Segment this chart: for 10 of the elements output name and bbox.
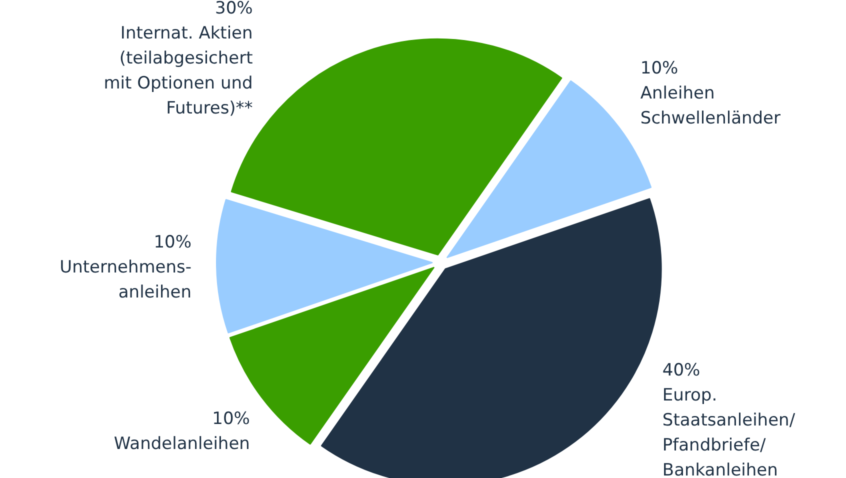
slice-label: Unternehmens- anleihen bbox=[60, 257, 192, 302]
data-label: 40% bbox=[662, 360, 700, 380]
slice-label: Anleihen Schwellenländer bbox=[640, 84, 781, 129]
slice-label: Internat. Aktien (teilabgesichert mit Optionen und Futures)** bbox=[104, 24, 254, 119]
slice-label: Europ. Staatsanleihen/ Pfandbriefe/ Bankanleihen bbox=[662, 385, 796, 478]
data-label: 30% bbox=[215, 0, 253, 19]
data-label: 10% bbox=[212, 408, 250, 429]
slice-label: Wandelanleihen bbox=[114, 434, 250, 454]
data-label: 10% bbox=[154, 232, 192, 252]
data-label: 10% bbox=[640, 58, 678, 79]
